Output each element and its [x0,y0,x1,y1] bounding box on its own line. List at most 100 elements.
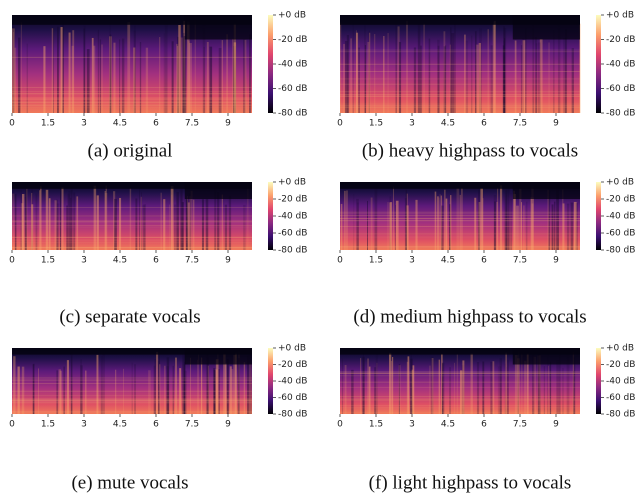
spectrogram-streak [181,21,185,114]
spectrogram-streak [556,359,560,414]
spectrogram-harmonic [12,207,252,208]
x-tick-label: 9 [553,256,559,266]
spectrogram-streak [579,23,581,113]
x-tick-label: 7.5 [185,420,199,430]
spectrogram-streak [43,46,46,113]
spectrogram-streak [145,47,149,114]
spectrogram-streak [51,28,54,113]
x-tick-label: 9 [225,256,231,266]
spectrogram-right-top [184,348,252,365]
spectrogram-streak [153,365,156,414]
spectrogram-streak [249,351,252,414]
spectrogram-streak [557,20,561,113]
spectrogram-harmonic [12,93,252,94]
spectrogram-streak [177,36,180,113]
colorbar-tick-label: -80 dB [606,109,635,119]
spectrogram-streak [464,34,466,114]
x-tick-label: 0 [9,420,15,430]
spectrogram-streak [383,35,385,113]
spectrogram-streak [343,43,345,113]
spectrogram-harmonic [340,372,580,374]
spectrogram-harmonic [340,372,580,374]
spectrogram-streak [54,200,58,250]
spectrogram-streak [506,366,508,414]
spectrogram-streak [217,192,220,250]
spectrogram-streak [201,362,203,414]
spectrogram-streak [537,354,541,414]
spectrogram-streak [532,21,534,114]
spectrogram-harmonic [340,107,580,108]
spectrogram-streak [441,205,444,250]
spectrogram-streak [437,39,440,113]
panel-caption: (d) medium highpass to vocals [353,306,586,327]
spectrogram-streak [431,358,434,414]
spectrogram-streak [530,197,532,250]
spectrogram-harmonic [12,377,252,378]
spectrogram-streak [445,45,447,114]
spectrogram-streak [14,193,17,250]
spectrogram-streak [66,205,68,250]
panel-caption: (e) mute vocals [71,472,188,493]
spectrogram-harmonic [340,220,580,222]
spectrogram-streak [393,186,394,250]
spectrogram-streak [476,44,479,113]
colorbar-tick-label: -20 dB [278,195,307,205]
spectrogram-streak [226,34,228,114]
spectrogram-streak [439,194,441,250]
spectrogram-streak [476,362,480,414]
spectrogram-streak [80,365,83,414]
spectrogram-harmonic [340,215,580,216]
spectrogram-streak [547,365,549,414]
spectrogram-streak [573,201,577,250]
spectrogram-harmonic [12,394,252,396]
spectrogram-streak [504,363,506,414]
spectrogram-streak [160,192,162,250]
spectrogram-streak [48,198,51,250]
spectrogram-harmonic [340,399,580,401]
spectrogram-streak [26,188,28,250]
spectrogram-streak [465,40,469,114]
spectrogram-streak [364,25,366,113]
spectrogram-streak [93,185,97,250]
colorbar-tick-label: -40 dB [606,212,635,222]
spectrogram-harmonic [340,96,580,97]
x-tick-label: 0 [337,420,343,430]
spectrogram-streak [12,28,15,113]
spectrogram-harmonic [12,411,252,413]
x-tick-label: 3 [81,420,87,430]
x-tick-label: 9 [553,119,559,129]
spectrogram-harmonic [12,378,252,380]
spectrogram-streak [497,366,499,414]
colorbar-tick-label: -20 dB [278,360,307,370]
spectrogram-streak [229,366,232,414]
spectrogram-streak [572,370,575,414]
spectrogram-streak [444,189,446,250]
x-tick-label: 7.5 [185,119,199,129]
spectrogram-streak [571,48,574,114]
spectrogram-streak [123,368,124,414]
spectrogram-streak [547,189,549,250]
spectrogram-streak [570,202,574,250]
spectrogram-harmonic [340,95,580,97]
spectrogram-streak [494,20,496,113]
spectrogram-harmonic [12,237,252,238]
x-tick-label: 1.5 [369,256,383,266]
spectrogram-streak [364,45,367,113]
spectrogram-streak [142,205,146,250]
spectrogram-streak [207,365,209,414]
spectrogram-harmonic [340,411,580,413]
spectrogram-streak [522,40,526,113]
spectrogram-streak [554,201,556,250]
spectrogram-streak [363,352,364,414]
spectrogram-streak [340,22,342,113]
spectrogram-streak [553,30,555,114]
spectrogram-streak [406,193,408,250]
spectrogram-streak [39,190,41,250]
spectrogram-harmonic [12,239,252,241]
spectrogram-streak [183,36,187,113]
spectrogram-streak [225,363,227,414]
spectrogram-streak [109,34,112,113]
spectrogram-harmonic [12,105,252,106]
spectrogram-streak [533,356,537,414]
spectrogram-streak [179,23,181,113]
